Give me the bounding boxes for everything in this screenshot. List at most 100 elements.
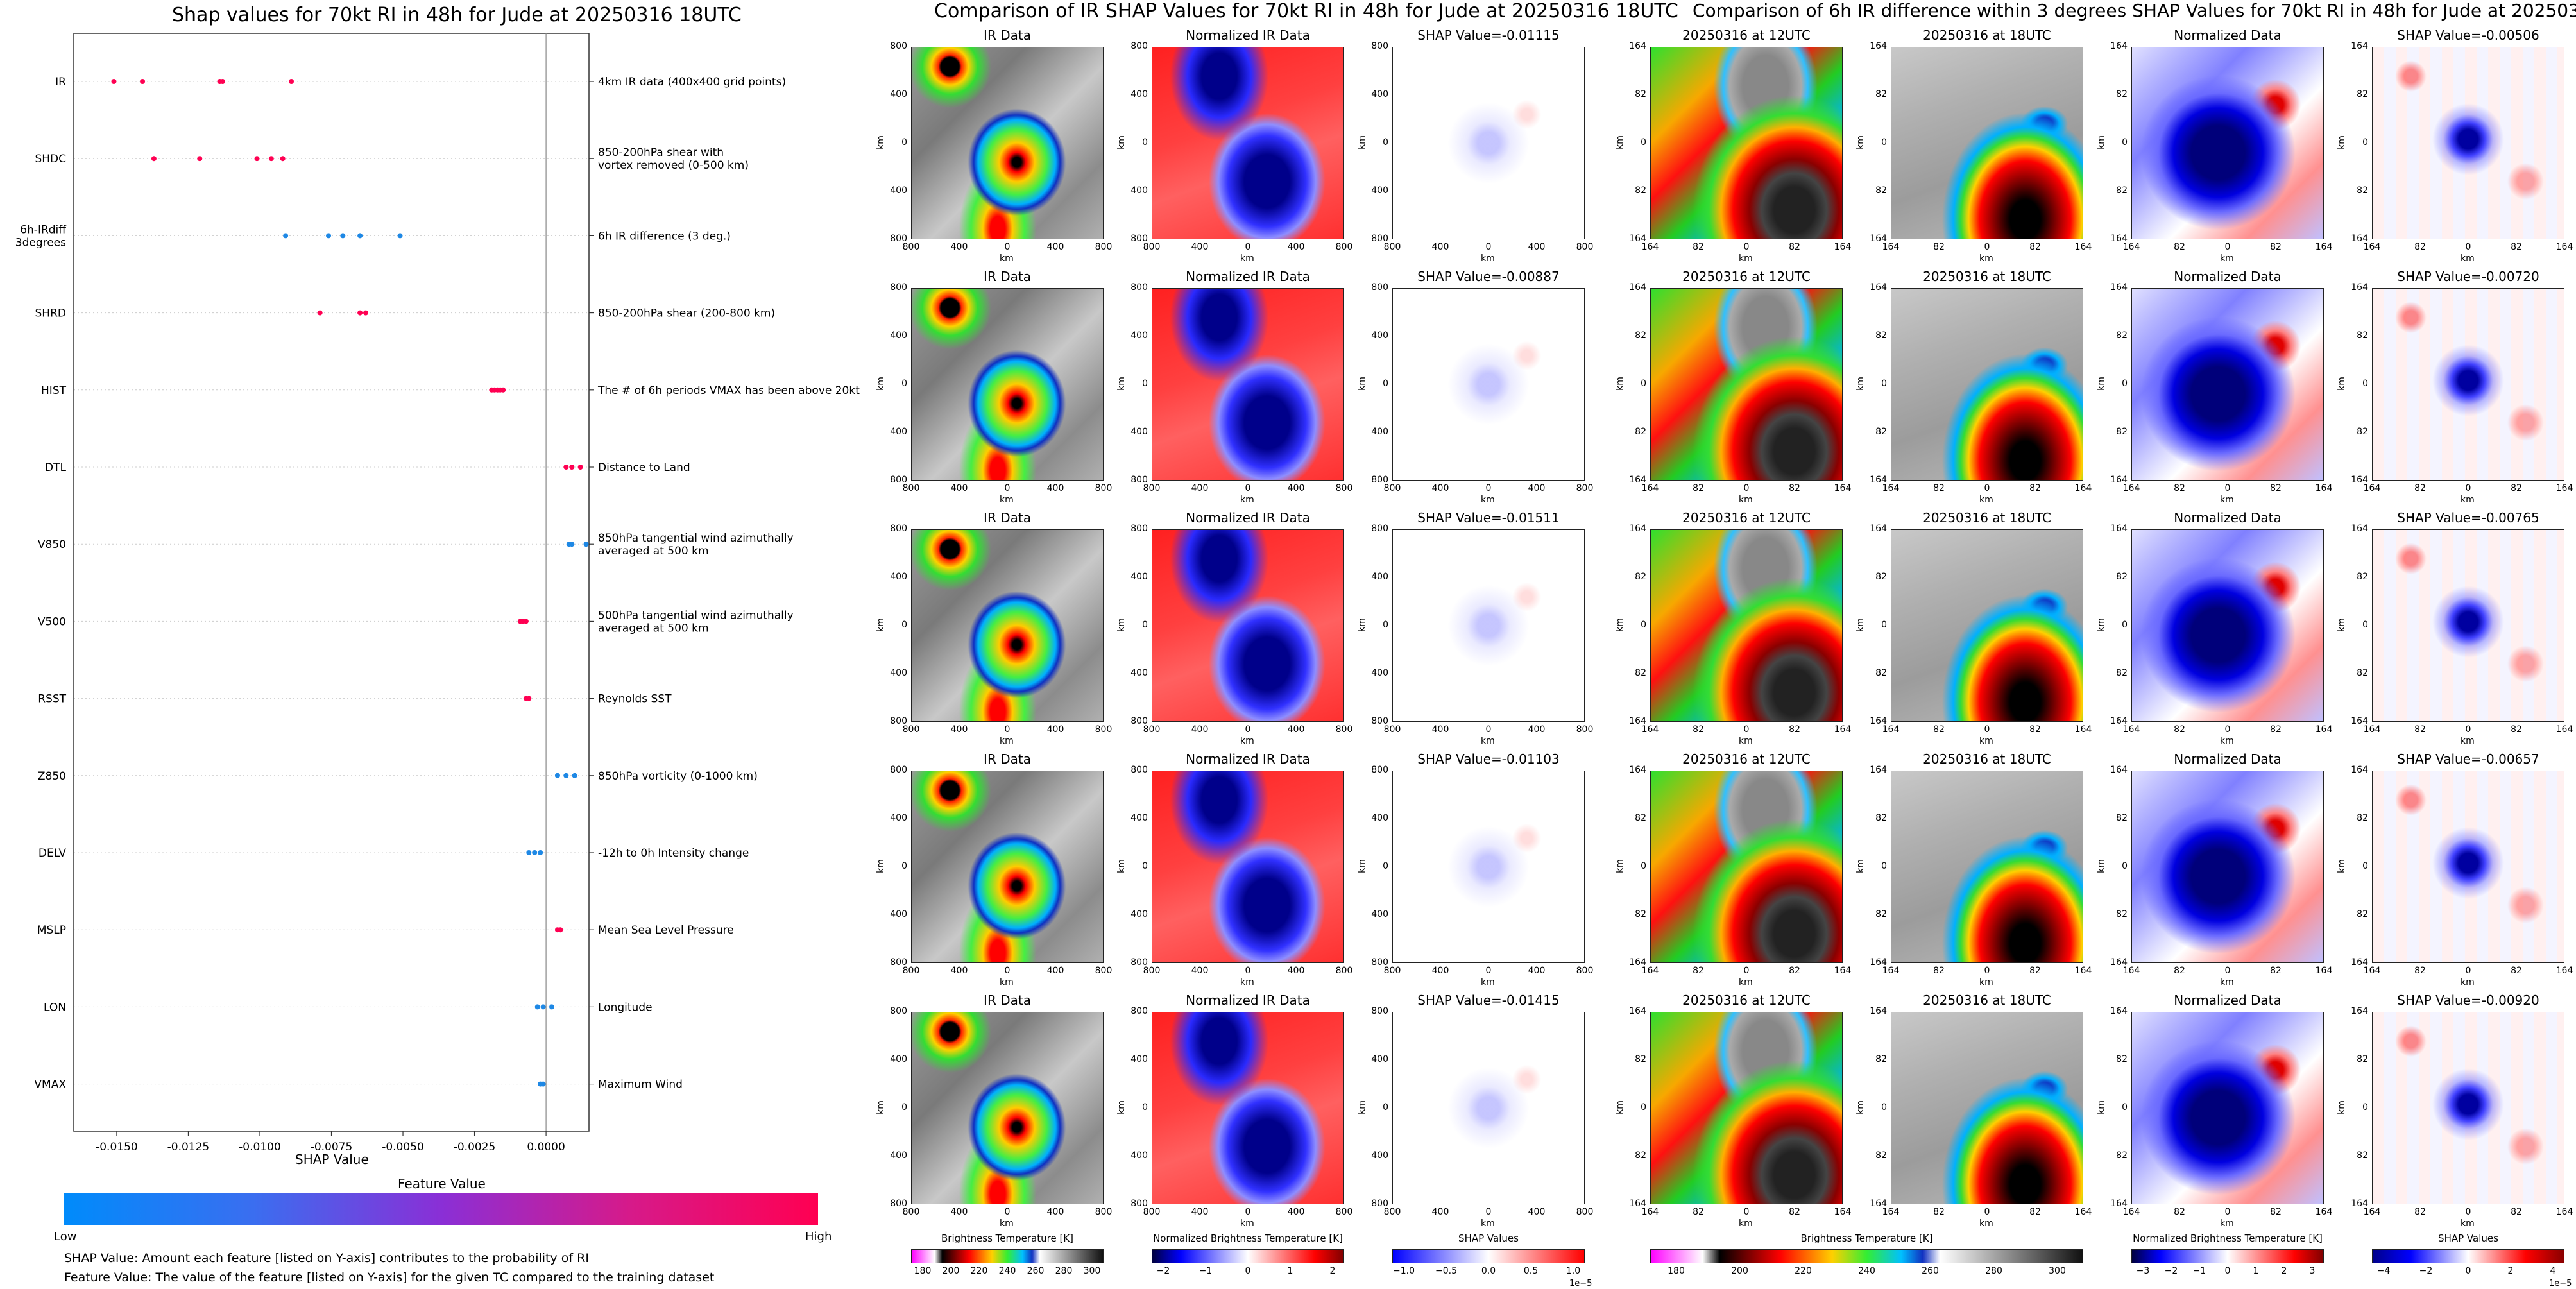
x-tick-label: 164	[2555, 966, 2573, 976]
y-tick-label: 82	[2116, 813, 2128, 823]
y-tick-label: 0	[1383, 379, 1388, 389]
y-tick-label: 164	[1870, 524, 1887, 534]
x-tick-label: 400	[1431, 483, 1449, 493]
y-tick-label: 82	[2357, 813, 2368, 823]
x-tick-label: 164	[2074, 242, 2092, 252]
colorbar-tick-label: 200	[1731, 1266, 1748, 1276]
y-tick-label: 82	[2357, 909, 2368, 919]
x-tick-label: 800	[902, 483, 920, 493]
shap-point	[526, 850, 532, 855]
x-tick-label: 0	[2465, 242, 2471, 252]
y-tick-label: 82	[2116, 1054, 2128, 1064]
x-tick-label: 400	[1046, 483, 1064, 493]
x-tick-label: 164	[1641, 966, 1659, 976]
x-tick-label: 82	[2174, 1207, 2185, 1217]
y-tick-label: 164	[1870, 475, 1887, 485]
panel-title: Normalized Data	[2174, 28, 2282, 43]
y-axis-label: km	[1356, 135, 1367, 149]
y-tick-label: 800	[890, 524, 907, 534]
x-tick-label: 82	[2029, 724, 2041, 735]
feature-name-label: V500	[38, 615, 66, 628]
panel-title: SHAP Value=-0.01103	[1417, 751, 1560, 767]
ir-18utc-panel	[1891, 47, 2083, 239]
x-tick-label: 400	[950, 483, 968, 493]
y-axis-label: km	[1356, 859, 1367, 873]
x-tick-label: 0	[1485, 1207, 1492, 1217]
diff-shap-panel	[2372, 529, 2564, 722]
y-tick-label: 82	[1875, 668, 1887, 678]
y-tick-label: 800	[1371, 524, 1388, 534]
colorbar-tick-label: −1	[2192, 1266, 2206, 1276]
y-tick-label: 800	[1371, 41, 1388, 51]
colorbar-tick-label: 2	[2281, 1266, 2287, 1276]
panel-title: Normalized Data	[2174, 269, 2282, 284]
x-tick-label: 400	[1287, 966, 1305, 976]
x-tick-label: 0	[1004, 966, 1011, 976]
colorbar-tick-label: 220	[970, 1266, 988, 1276]
shap-point	[254, 156, 260, 162]
colorbar-tick-label: −2	[1156, 1266, 1170, 1276]
y-axis-label: km	[2095, 135, 2106, 149]
colorbar-tick-label: 260	[1922, 1266, 1939, 1276]
x-tick-label: 0	[1743, 966, 1750, 976]
y-tick-label: 82	[1875, 427, 1887, 437]
y-tick-label: 82	[2357, 89, 2368, 99]
colorbar-tick-label: 300	[2049, 1266, 2066, 1276]
x-tick-label: 800	[1095, 724, 1113, 735]
y-axis-label: km	[1614, 377, 1625, 391]
ir-shap-panel	[1392, 47, 1585, 239]
x-tick-label: 164	[1641, 483, 1659, 493]
x-tick-label: 164	[1882, 724, 1900, 735]
x-axis-label: km	[1000, 253, 1014, 264]
x-tick-label: 164	[2363, 724, 2381, 735]
shap-point	[363, 310, 369, 316]
shap-point	[526, 696, 532, 701]
x-tick-label: 0	[1485, 242, 1492, 252]
y-tick-label: 82	[1875, 813, 1887, 823]
y-tick-label: 800	[1130, 475, 1148, 485]
colorbar-tick-label: −2	[2164, 1266, 2178, 1276]
x-axis-label: km	[1979, 736, 1993, 746]
y-tick-label: 400	[1130, 668, 1148, 678]
feature-description: 6h IR difference (3 deg.)	[598, 230, 731, 243]
x-axis-label: km	[1000, 495, 1014, 505]
x-tick-label: 800	[1576, 724, 1594, 735]
x-tick-label: 0	[2465, 724, 2471, 735]
panel-title: SHAP Value=-0.00920	[2397, 993, 2539, 1008]
x-axis-label: km	[1739, 495, 1753, 505]
panel-title: 20250316 at 18UTC	[1923, 28, 2051, 43]
y-tick-label: 400	[1130, 330, 1148, 341]
normalized-ir-panel	[1152, 47, 1344, 239]
x-tick-label: 0	[1485, 724, 1492, 735]
y-tick-label: 82	[1635, 427, 1646, 437]
x-tick-label: 164	[2315, 483, 2333, 493]
y-tick-label: 164	[2351, 234, 2368, 244]
ir-18utc-panel	[1891, 288, 2083, 481]
y-tick-label: 800	[1130, 765, 1148, 775]
y-tick-label: 164	[2110, 765, 2128, 775]
x-tick-label: 0	[1743, 724, 1750, 735]
panel-title: Normalized IR Data	[1186, 993, 1310, 1008]
shap-point	[326, 233, 332, 239]
x-tick-label: 0	[1984, 966, 1990, 976]
y-tick-label: 0	[1383, 861, 1388, 871]
x-tick-label: 800	[1383, 724, 1401, 735]
x-axis-label: km	[1240, 977, 1254, 987]
y-tick-label: 0	[901, 861, 907, 871]
x-tick-label: 82	[1693, 242, 1704, 252]
x-tick-label: 164	[2074, 483, 2092, 493]
colorbar	[911, 1249, 1104, 1263]
y-tick-label: 164	[1870, 1199, 1887, 1209]
x-tick-label: 400	[1431, 1207, 1449, 1217]
x-tick-label: 400	[1191, 483, 1209, 493]
shap-point	[563, 773, 569, 778]
x-tick-label: 82	[2511, 483, 2522, 493]
shap-point	[583, 542, 589, 547]
y-axis-label: km	[1855, 377, 1866, 391]
x-tick-label: 400	[1287, 1207, 1305, 1217]
x-tick-label: 82	[1789, 483, 1800, 493]
y-axis-label: km	[1614, 1100, 1625, 1114]
y-tick-label: 164	[2110, 1199, 2128, 1209]
x-tick-label: 82	[2414, 1207, 2426, 1217]
x-tick-label: 82	[2029, 483, 2041, 493]
